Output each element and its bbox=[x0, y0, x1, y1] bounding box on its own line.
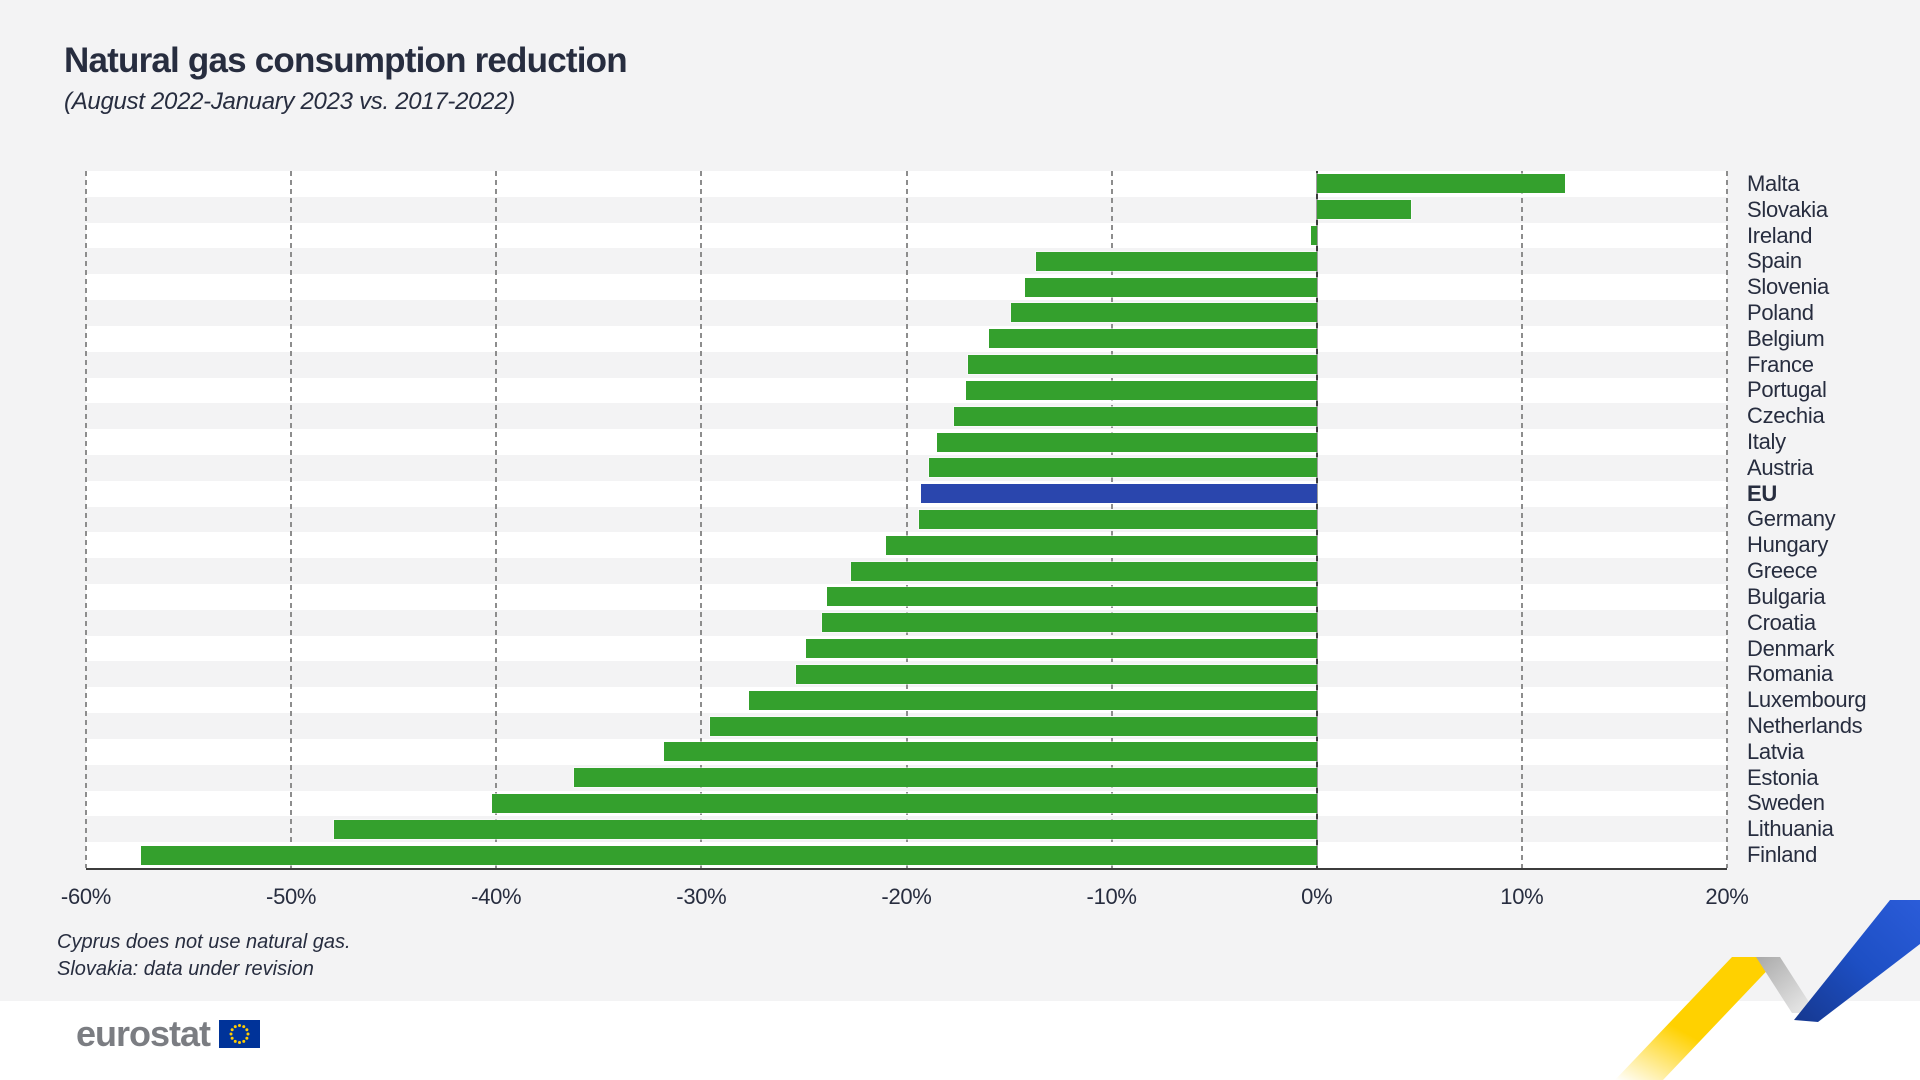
category-label-lithuania: Lithuania bbox=[1747, 816, 1834, 842]
category-label-france: France bbox=[1747, 351, 1814, 377]
category-label-austria: Austria bbox=[1747, 454, 1814, 480]
category-label-latvia: Latvia bbox=[1747, 738, 1804, 764]
bar-france bbox=[968, 355, 1317, 375]
category-label-bulgaria: Bulgaria bbox=[1747, 583, 1826, 609]
x-axis-label: -60% bbox=[60, 884, 112, 909]
bar-netherlands bbox=[709, 716, 1317, 736]
category-label-malta: Malta bbox=[1747, 170, 1800, 196]
bar-ireland bbox=[1310, 226, 1317, 246]
bar-eu bbox=[920, 484, 1317, 504]
plot-area bbox=[85, 171, 1728, 870]
category-label-poland: Poland bbox=[1747, 299, 1814, 325]
eu-flag-icon bbox=[219, 1020, 261, 1048]
category-label-romania: Romania bbox=[1747, 661, 1833, 687]
category-label-spain: Spain bbox=[1747, 248, 1802, 274]
x-axis-label: -10% bbox=[1086, 884, 1137, 909]
bottom-white-strip bbox=[0, 1001, 1920, 1080]
bar-austria bbox=[929, 458, 1317, 478]
x-axis-label: -30% bbox=[676, 884, 727, 909]
category-label-germany: Germany bbox=[1747, 506, 1836, 532]
category-label-italy: Italy bbox=[1747, 429, 1786, 455]
bar-slovenia bbox=[1025, 277, 1317, 297]
x-axis-label: -50% bbox=[266, 884, 317, 909]
bar-croatia bbox=[822, 613, 1317, 633]
bar-slovakia bbox=[1316, 200, 1412, 220]
category-label-luxembourg: Luxembourg bbox=[1747, 687, 1867, 713]
bar-lithuania bbox=[334, 819, 1317, 839]
category-label-sweden: Sweden bbox=[1747, 790, 1825, 816]
bar-bulgaria bbox=[826, 587, 1317, 607]
bar-greece bbox=[851, 561, 1317, 581]
category-label-finland: Finland bbox=[1747, 842, 1818, 868]
category-label-netherlands: Netherlands bbox=[1747, 713, 1863, 739]
category-label-denmark: Denmark bbox=[1747, 635, 1835, 661]
bar-sweden bbox=[492, 793, 1317, 813]
bar-romania bbox=[795, 664, 1317, 684]
category-label-hungary: Hungary bbox=[1747, 532, 1829, 558]
bar-belgium bbox=[988, 329, 1317, 349]
gridline bbox=[700, 171, 703, 868]
category-labels-column: Malta Slovakia Ireland Spain Slovenia Poland B… bbox=[1747, 171, 1920, 868]
x-axis-label: -20% bbox=[881, 884, 932, 909]
category-label-slovakia: Slovakia bbox=[1747, 196, 1828, 222]
bar-spain bbox=[1035, 251, 1317, 271]
bar-germany bbox=[918, 510, 1317, 529]
footnote-line: Slovakia: data under revision bbox=[57, 958, 314, 980]
gridline bbox=[1726, 171, 1728, 868]
bar-czechia bbox=[953, 406, 1317, 426]
chart-title: Natural gas consumption reduction bbox=[64, 41, 628, 81]
category-label-ireland: Ireland bbox=[1747, 222, 1813, 248]
category-label-portugal: Portugal bbox=[1747, 377, 1827, 403]
ribbon-zigzag-icon bbox=[1615, 900, 1920, 1080]
zero-line bbox=[1315, 171, 1318, 868]
bar-estonia bbox=[574, 768, 1317, 788]
bar-malta bbox=[1316, 174, 1565, 194]
eu-flag-stars bbox=[229, 1024, 250, 1044]
footnotes: Cyprus does not use natural gas. Slovaki… bbox=[57, 929, 351, 983]
x-axis-label: -40% bbox=[471, 884, 522, 909]
x-axis: -60% -50% -40% -30% -20% -10% 0% 10% 20% bbox=[61, 884, 1749, 914]
bar-finland bbox=[141, 845, 1317, 865]
category-label-croatia: Croatia bbox=[1747, 609, 1816, 635]
eurostat-logo-text: eurostat bbox=[76, 1013, 211, 1054]
bar-latvia bbox=[664, 742, 1317, 762]
gridline bbox=[905, 171, 908, 868]
bar-portugal bbox=[965, 380, 1317, 400]
gridline bbox=[1520, 171, 1523, 868]
bar-luxembourg bbox=[748, 690, 1317, 710]
gridline bbox=[495, 171, 498, 868]
category-label-eu: EU bbox=[1747, 480, 1777, 506]
category-label-czechia: Czechia bbox=[1747, 403, 1825, 429]
x-axis-label: 10% bbox=[1500, 884, 1544, 909]
category-label-greece: Greece bbox=[1747, 558, 1818, 584]
eurostat-logo: eurostat bbox=[76, 1012, 261, 1056]
bar-denmark bbox=[805, 639, 1317, 659]
category-label-belgium: Belgium bbox=[1747, 325, 1825, 351]
bar-poland bbox=[1011, 303, 1317, 323]
x-axis-label: 0% bbox=[1301, 884, 1333, 909]
category-label-estonia: Estonia bbox=[1747, 764, 1819, 790]
gridline bbox=[85, 171, 87, 868]
category-label-slovenia: Slovenia bbox=[1747, 274, 1829, 300]
bar-hungary bbox=[885, 535, 1317, 555]
x-axis-label: 20% bbox=[1705, 884, 1749, 909]
gridline bbox=[290, 171, 293, 868]
bar-italy bbox=[937, 432, 1317, 452]
chart-subtitle: (August 2022-January 2023 vs. 2017-2022) bbox=[64, 88, 515, 115]
footnote-line: Cyprus does not use natural gas. bbox=[57, 931, 351, 953]
